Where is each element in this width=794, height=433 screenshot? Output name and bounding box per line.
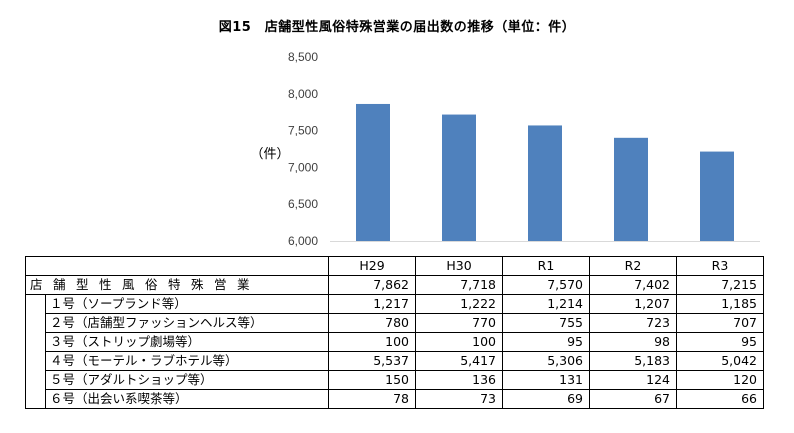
table-cell: 7,215	[676, 275, 764, 295]
table-header-row: H29 H30 R1 R2 R3	[25, 256, 764, 276]
indent-cell	[25, 313, 46, 333]
bar-R1	[528, 125, 562, 241]
table-cell: 136	[415, 370, 503, 390]
table-cell: 707	[676, 313, 764, 333]
table-cell: 100	[328, 332, 416, 352]
table-cell: 120	[676, 370, 764, 390]
table-cell: 5,306	[502, 351, 590, 371]
table-row: ３号（ストリップ劇場等） 100 100 95 98 95	[25, 332, 764, 352]
table-cell: 755	[502, 313, 590, 333]
bar-H30	[442, 114, 476, 241]
y-tick-label: 7,500	[288, 124, 318, 138]
table-cell: 7,862	[328, 275, 416, 295]
indent-cell	[25, 332, 46, 352]
indent-cell	[25, 294, 46, 314]
table-row-total: 店舗型性風俗特殊営業 7,862 7,718 7,570 7,402 7,215	[25, 275, 764, 295]
table-cell: 5,537	[328, 351, 416, 371]
table-cell: 5,042	[676, 351, 764, 371]
row-label: ２号（店舗型ファッションヘルス等）	[45, 313, 329, 333]
column-header: R2	[589, 256, 677, 276]
table-cell: 78	[328, 389, 416, 409]
column-header: R1	[502, 256, 590, 276]
row-label: ３号（ストリップ劇場等）	[45, 332, 329, 352]
table-cell: 69	[502, 389, 590, 409]
table-cell: 5,417	[415, 351, 503, 371]
table-row: ５号（アダルトショップ等） 150 136 131 124 120	[25, 370, 764, 390]
y-tick-label: 6,000	[288, 234, 318, 248]
table-cell: 780	[328, 313, 416, 333]
table-row: ２号（店舗型ファッションヘルス等） 780 770 755 723 707	[25, 313, 764, 333]
data-table: H29 H30 R1 R2 R3 店舗型性風俗特殊営業 7,862 7,718 …	[25, 256, 764, 409]
table-cell: 723	[589, 313, 677, 333]
table-cell: 131	[502, 370, 590, 390]
bar-H29	[356, 103, 390, 241]
table-cell: 150	[328, 370, 416, 390]
y-tick-label: 7,000	[288, 160, 318, 174]
row-label: ６号（出会い系喫茶等）	[45, 389, 329, 409]
table-cell: 5,183	[589, 351, 677, 371]
table-cell: 95	[676, 332, 764, 352]
table-cell: 1,185	[676, 294, 764, 314]
table-cell: 67	[589, 389, 677, 409]
table-cell: 1,217	[328, 294, 416, 314]
table-cell: 7,570	[502, 275, 590, 295]
y-tick-label: 6,500	[288, 197, 318, 211]
bar-R3	[700, 151, 734, 241]
table-cell: 100	[415, 332, 503, 352]
table-cell: 124	[589, 370, 677, 390]
column-header: R3	[676, 256, 764, 276]
chart-title: 図15 店舗型性風俗特殊営業の届出数の推移（単位：件）	[218, 20, 576, 35]
table-cell: 95	[502, 332, 590, 352]
indent-cell	[25, 370, 46, 390]
table-row: ４号（モーテル・ラブホテル等） 5,537 5,417 5,306 5,183 …	[25, 351, 764, 371]
table-cell: 98	[589, 332, 677, 352]
indent-cell	[25, 351, 46, 371]
y-tick-label: 8,500	[288, 50, 318, 64]
table-cell: 1,222	[415, 294, 503, 314]
table-cell: 7,718	[415, 275, 503, 295]
table-corner	[25, 256, 329, 276]
bar-R2	[614, 137, 648, 241]
table-cell: 7,402	[589, 275, 677, 295]
y-axis-label: （件）	[250, 147, 289, 162]
column-header: H29	[328, 256, 416, 276]
bar-chart: 6,000 6,500 7,000 7,500 8,000 8,500 （件）	[250, 50, 760, 248]
table-cell: 73	[415, 389, 503, 409]
row-label: １号（ソープランド等）	[45, 294, 329, 314]
row-label: ４号（モーテル・ラブホテル等）	[45, 351, 329, 371]
y-tick-label: 8,000	[288, 87, 318, 101]
table-cell: 66	[676, 389, 764, 409]
row-label: 店舗型性風俗特殊営業	[25, 275, 329, 295]
column-header: H30	[415, 256, 503, 276]
table-row: ６号（出会い系喫茶等） 78 73 69 67 66	[25, 389, 764, 409]
indent-cell	[25, 389, 46, 409]
table-cell: 1,207	[589, 294, 677, 314]
table-row: １号（ソープランド等） 1,217 1,222 1,214 1,207 1,18…	[25, 294, 764, 314]
table-cell: 1,214	[502, 294, 590, 314]
table-cell: 770	[415, 313, 503, 333]
row-label: ５号（アダルトショップ等）	[45, 370, 329, 390]
